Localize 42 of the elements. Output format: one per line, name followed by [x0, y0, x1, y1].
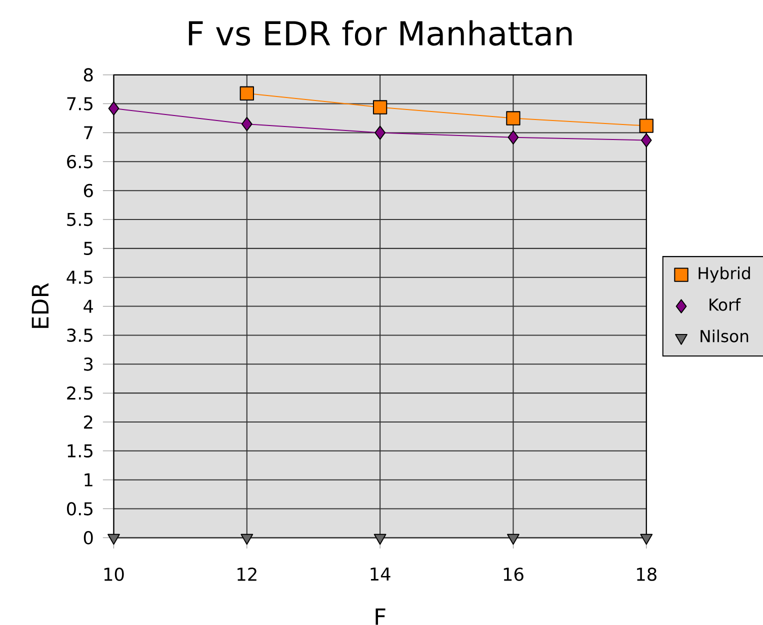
point — [640, 534, 653, 545]
y-tick-label: 1.5 — [68, 444, 92, 458]
point — [108, 101, 120, 116]
point — [240, 86, 254, 101]
x-tick-label: 16 — [504, 568, 524, 582]
y-tick-label: 8 — [84, 68, 93, 82]
legend-label: Hybrid — [698, 266, 750, 283]
point — [374, 534, 386, 545]
y-tick-label: 7 — [84, 126, 92, 140]
chart-title: F vs EDR for Manhattan — [188, 20, 572, 46]
x-tick-label: 10 — [104, 568, 124, 582]
point — [374, 126, 386, 140]
x-tick-label: 18 — [637, 568, 656, 582]
legend-label: Korf — [710, 298, 741, 311]
point — [507, 534, 520, 545]
point — [640, 133, 652, 148]
point — [240, 534, 254, 545]
point — [639, 118, 654, 133]
y-tick-label: 0 — [84, 531, 93, 544]
y-tick-label: 2 — [84, 416, 92, 429]
y-tick-label: 5.5 — [67, 213, 92, 226]
point — [506, 111, 520, 126]
y-tick-label: 6 — [84, 184, 93, 198]
x-tick-label: 14 — [370, 568, 390, 581]
y-tick-label: 7.5 — [67, 97, 92, 110]
x-axis-title: F — [376, 608, 386, 625]
legend-label: Nilson — [700, 330, 748, 342]
y-tick-label: 4.5 — [66, 270, 92, 284]
point — [508, 130, 519, 145]
point — [241, 117, 252, 132]
x-tick-label: 12 — [238, 568, 256, 581]
y-tick-label: 5 — [84, 242, 92, 256]
y-tick-label: 6.5 — [67, 155, 92, 168]
y-tick-label: 1 — [84, 474, 92, 486]
y-tick-label: 3 — [84, 358, 93, 371]
y-tick-label: 0.5 — [66, 502, 92, 516]
y-tick-label: 3.5 — [67, 328, 92, 342]
y-tick-label: 2.5 — [67, 386, 92, 400]
point — [108, 534, 120, 545]
point — [372, 100, 388, 114]
y-axis-title: EDR — [32, 283, 48, 328]
y-tick-label: 4 — [84, 300, 94, 313]
